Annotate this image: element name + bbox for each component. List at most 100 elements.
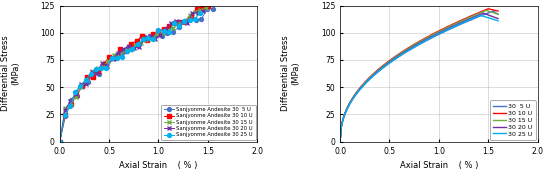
Sanjyonme Andesite 30  5 U — [170, 31, 176, 33]
Sanjyonme Andesite 30 15 U — [175, 22, 182, 24]
30 25 U — [337, 141, 343, 143]
Line: 30  5 U: 30 5 U — [340, 11, 498, 142]
30 20 U — [490, 16, 497, 18]
Sanjyonme Andesite 30 10 U — [205, 4, 211, 7]
Sanjyonme Andesite 30 10 U — [166, 24, 173, 27]
Sanjyonme Andesite 30  5 U — [175, 26, 182, 28]
Sanjyonme Andesite 30 15 U — [78, 86, 85, 88]
30 25 U — [495, 20, 501, 22]
Sanjyonme Andesite 30 20 U — [136, 46, 142, 48]
Sanjyonme Andesite 30 25 U — [129, 48, 136, 51]
Sanjyonme Andesite 30 15 U — [137, 42, 144, 44]
Y-axis label: Differential Stress
(MPa): Differential Stress (MPa) — [281, 36, 301, 112]
Sanjyonme Andesite 30 20 U — [125, 45, 132, 47]
Sanjyonme Andesite 30 15 U — [170, 27, 176, 29]
Sanjyonme Andesite 30 10 U — [106, 56, 112, 58]
30 10 U — [492, 9, 498, 11]
Sanjyonme Andesite 30 10 U — [90, 76, 96, 78]
Sanjyonme Andesite 30 20 U — [99, 62, 105, 64]
Sanjyonme Andesite 30 25 U — [77, 85, 84, 87]
30 10 U — [425, 35, 432, 37]
Sanjyonme Andesite 30 15 U — [62, 107, 68, 109]
Sanjyonme Andesite 30 20 U — [67, 100, 74, 102]
Sanjyonme Andesite 30 15 U — [181, 21, 187, 23]
30  5 U — [492, 11, 498, 14]
Legend: 30  5 U, 30 10 U, 30 15 U, 30 20 U, 30 25 U: 30 5 U, 30 10 U, 30 15 U, 30 20 U, 30 25… — [490, 100, 536, 140]
Sanjyonme Andesite 30 15 U — [192, 11, 198, 13]
Sanjyonme Andesite 30 15 U — [105, 60, 112, 62]
Sanjyonme Andesite 30  5 U — [181, 21, 188, 23]
Sanjyonme Andesite 30 15 U — [127, 49, 134, 51]
Sanjyonme Andesite 30 25 U — [181, 19, 187, 22]
30 25 U — [421, 40, 427, 43]
Sanjyonme Andesite 30 15 U — [84, 79, 90, 81]
Sanjyonme Andesite 30 15 U — [89, 70, 96, 72]
Sanjyonme Andesite 30  5 U — [147, 35, 154, 37]
Sanjyonme Andesite 30 25 U — [150, 38, 156, 40]
Sanjyonme Andesite 30 25 U — [119, 56, 125, 58]
Sanjyonme Andesite 30 25 U — [186, 19, 193, 21]
Y-axis label: Differential Stress
(MPa): Differential Stress (MPa) — [1, 36, 20, 112]
Sanjyonme Andesite 30 10 U — [139, 35, 146, 37]
30 15 U — [436, 30, 443, 33]
Sanjyonme Andesite 30 20 U — [147, 34, 153, 37]
Sanjyonme Andesite 30  5 U — [85, 81, 91, 83]
Line: Sanjyonme Andesite 30 15 U: Sanjyonme Andesite 30 15 U — [58, 6, 208, 144]
Sanjyonme Andesite 30 25 U — [67, 105, 73, 107]
Sanjyonme Andesite 30  5 U — [130, 46, 137, 48]
Sanjyonme Andesite 30 10 U — [133, 40, 140, 42]
30 15 U — [489, 11, 495, 13]
30 20 U — [422, 39, 429, 41]
Sanjyonme Andesite 30 10 U — [128, 43, 134, 45]
Sanjyonme Andesite 30 15 U — [73, 95, 79, 98]
Sanjyonme Andesite 30 25 U — [113, 56, 120, 59]
30 20 U — [405, 49, 412, 51]
Sanjyonme Andesite 30 20 U — [162, 28, 169, 30]
Sanjyonme Andesite 30  5 U — [142, 36, 148, 38]
30  5 U — [494, 13, 501, 15]
30 20 U — [337, 141, 343, 143]
Sanjyonme Andesite 30  5 U — [164, 32, 171, 34]
Sanjyonme Andesite 30 25 U — [155, 29, 162, 31]
Sanjyonme Andesite 30 20 U — [72, 93, 79, 95]
Sanjyonme Andesite 30 10 U — [111, 57, 118, 59]
Sanjyonme Andesite 30 10 U — [117, 48, 123, 50]
Sanjyonme Andesite 30 15 U — [197, 9, 204, 11]
30 20 U — [487, 15, 494, 17]
30  5 U — [410, 47, 416, 49]
Sanjyonme Andesite 30 20 U — [83, 83, 90, 85]
Sanjyonme Andesite 30 15 U — [186, 14, 193, 16]
Sanjyonme Andesite 30  5 U — [62, 115, 68, 117]
Sanjyonme Andesite 30 20 U — [78, 82, 84, 85]
Sanjyonme Andesite 30 25 U — [134, 43, 141, 45]
Sanjyonme Andesite 30 20 U — [141, 38, 148, 40]
30 15 U — [495, 13, 501, 15]
Sanjyonme Andesite 30 20 U — [194, 11, 201, 14]
Sanjyonme Andesite 30 25 U — [124, 50, 130, 52]
Sanjyonme Andesite 30  5 U — [56, 141, 63, 143]
Sanjyonme Andesite 30 25 U — [171, 22, 177, 24]
Sanjyonme Andesite 30  5 U — [204, 8, 210, 10]
Sanjyonme Andesite 30  5 U — [119, 51, 125, 53]
Sanjyonme Andesite 30 20 U — [131, 47, 137, 49]
Sanjyonme Andesite 30 15 U — [56, 141, 63, 143]
Sanjyonme Andesite 30 15 U — [143, 39, 149, 42]
Sanjyonme Andesite 30 15 U — [148, 38, 155, 40]
Line: 30 20 U: 30 20 U — [340, 13, 498, 142]
Sanjyonme Andesite 30 10 U — [182, 20, 189, 22]
Sanjyonme Andesite 30 20 U — [173, 20, 180, 22]
Sanjyonme Andesite 30 25 U — [56, 141, 63, 143]
30 25 U — [493, 19, 499, 21]
30 10 U — [490, 9, 496, 11]
Sanjyonme Andesite 30 20 U — [168, 22, 174, 24]
Sanjyonme Andesite 30 25 U — [103, 67, 110, 70]
Sanjyonme Andesite 30 10 U — [150, 33, 156, 35]
Sanjyonme Andesite 30 10 U — [172, 22, 178, 24]
Sanjyonme Andesite 30 20 U — [89, 71, 95, 73]
Sanjyonme Andesite 30  5 U — [187, 17, 193, 20]
30 20 U — [480, 12, 487, 14]
Sanjyonme Andesite 30 10 U — [177, 20, 184, 23]
X-axis label: Axial Strain    ( % ): Axial Strain ( % ) — [119, 161, 198, 170]
Sanjyonme Andesite 30 20 U — [189, 12, 195, 15]
Sanjyonme Andesite 30 15 U — [67, 102, 74, 104]
